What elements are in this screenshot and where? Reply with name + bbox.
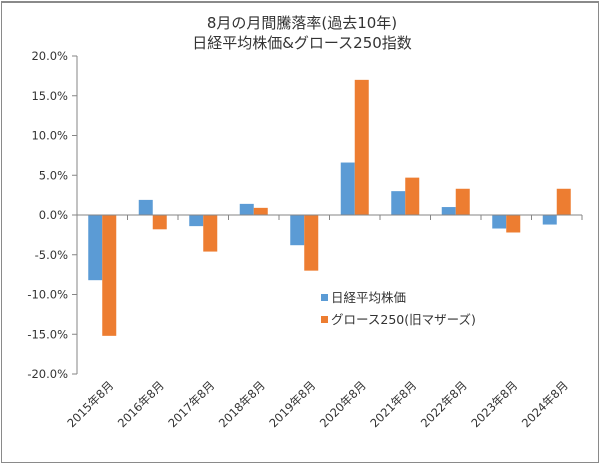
bar-growth250 [102,215,117,336]
bars [88,79,571,336]
y-tick-label: 15.0% [31,89,68,103]
y-tick-label: 5.0% [39,168,68,182]
x-tick-label: 2024年8月 [519,378,571,430]
bar-chart: 8月の月間騰落率(過去10年) 日経平均株価&グロース250指数 20.0% 15… [27,14,583,430]
x-tick-label: 2018年8月 [216,378,268,430]
bar-growth250 [304,215,319,271]
bar-nikkei [239,203,254,215]
x-tick-label: 2020年8月 [317,378,369,430]
bar-growth250 [556,188,571,215]
bar-nikkei [290,215,305,246]
bar-nikkei [441,207,456,215]
bar-growth250 [506,215,521,233]
y-axis: 20.0% 15.0% 10.0% 5.0% 0.0% -5.0% -10.0% -15.0%… [27,49,78,381]
y-tick-label: -5.0% [35,248,68,262]
x-tick-label: 2016年8月 [115,378,167,430]
y-tick-label: 20.0% [31,49,68,63]
x-tick-label: 2023年8月 [468,378,520,430]
x-tick-label: 2017年8月 [165,378,217,430]
bar-nikkei [542,215,557,225]
bar-growth250 [253,207,268,215]
y-tick-label: -10.0% [27,288,68,302]
bar-growth250 [455,188,470,215]
x-tick-label: 2019年8月 [266,378,318,430]
bar-growth250 [354,79,369,215]
bar-nikkei [189,215,204,227]
y-tick-label: 10.0% [31,129,68,143]
chart-title-line-2: 日経平均株価&グロース250指数 [192,34,412,52]
x-tick-label: 2015年8月 [64,378,116,430]
legend-label: グロース250(旧マザーズ) [331,312,476,327]
bar-growth250 [405,177,420,215]
bar-nikkei [88,215,103,281]
bar-growth250 [152,215,167,230]
y-tick-label: -15.0% [27,327,68,341]
x-tick-label: 2021年8月 [367,378,419,430]
y-tick-label: 0.0% [39,208,68,222]
legend-swatch [321,316,328,323]
bar-nikkei [492,215,507,229]
bar-nikkei [340,162,355,215]
chart-title-line-1: 8月の月間騰落率(過去10年) [207,14,397,32]
legend-swatch [321,294,328,301]
x-tick-label: 2022年8月 [418,378,470,430]
legend-label: 日経平均株価 [331,290,406,305]
y-tick-label: -20.0% [27,367,68,381]
bar-growth250 [203,215,218,252]
bar-nikkei [138,199,153,215]
bar-nikkei [391,191,406,215]
